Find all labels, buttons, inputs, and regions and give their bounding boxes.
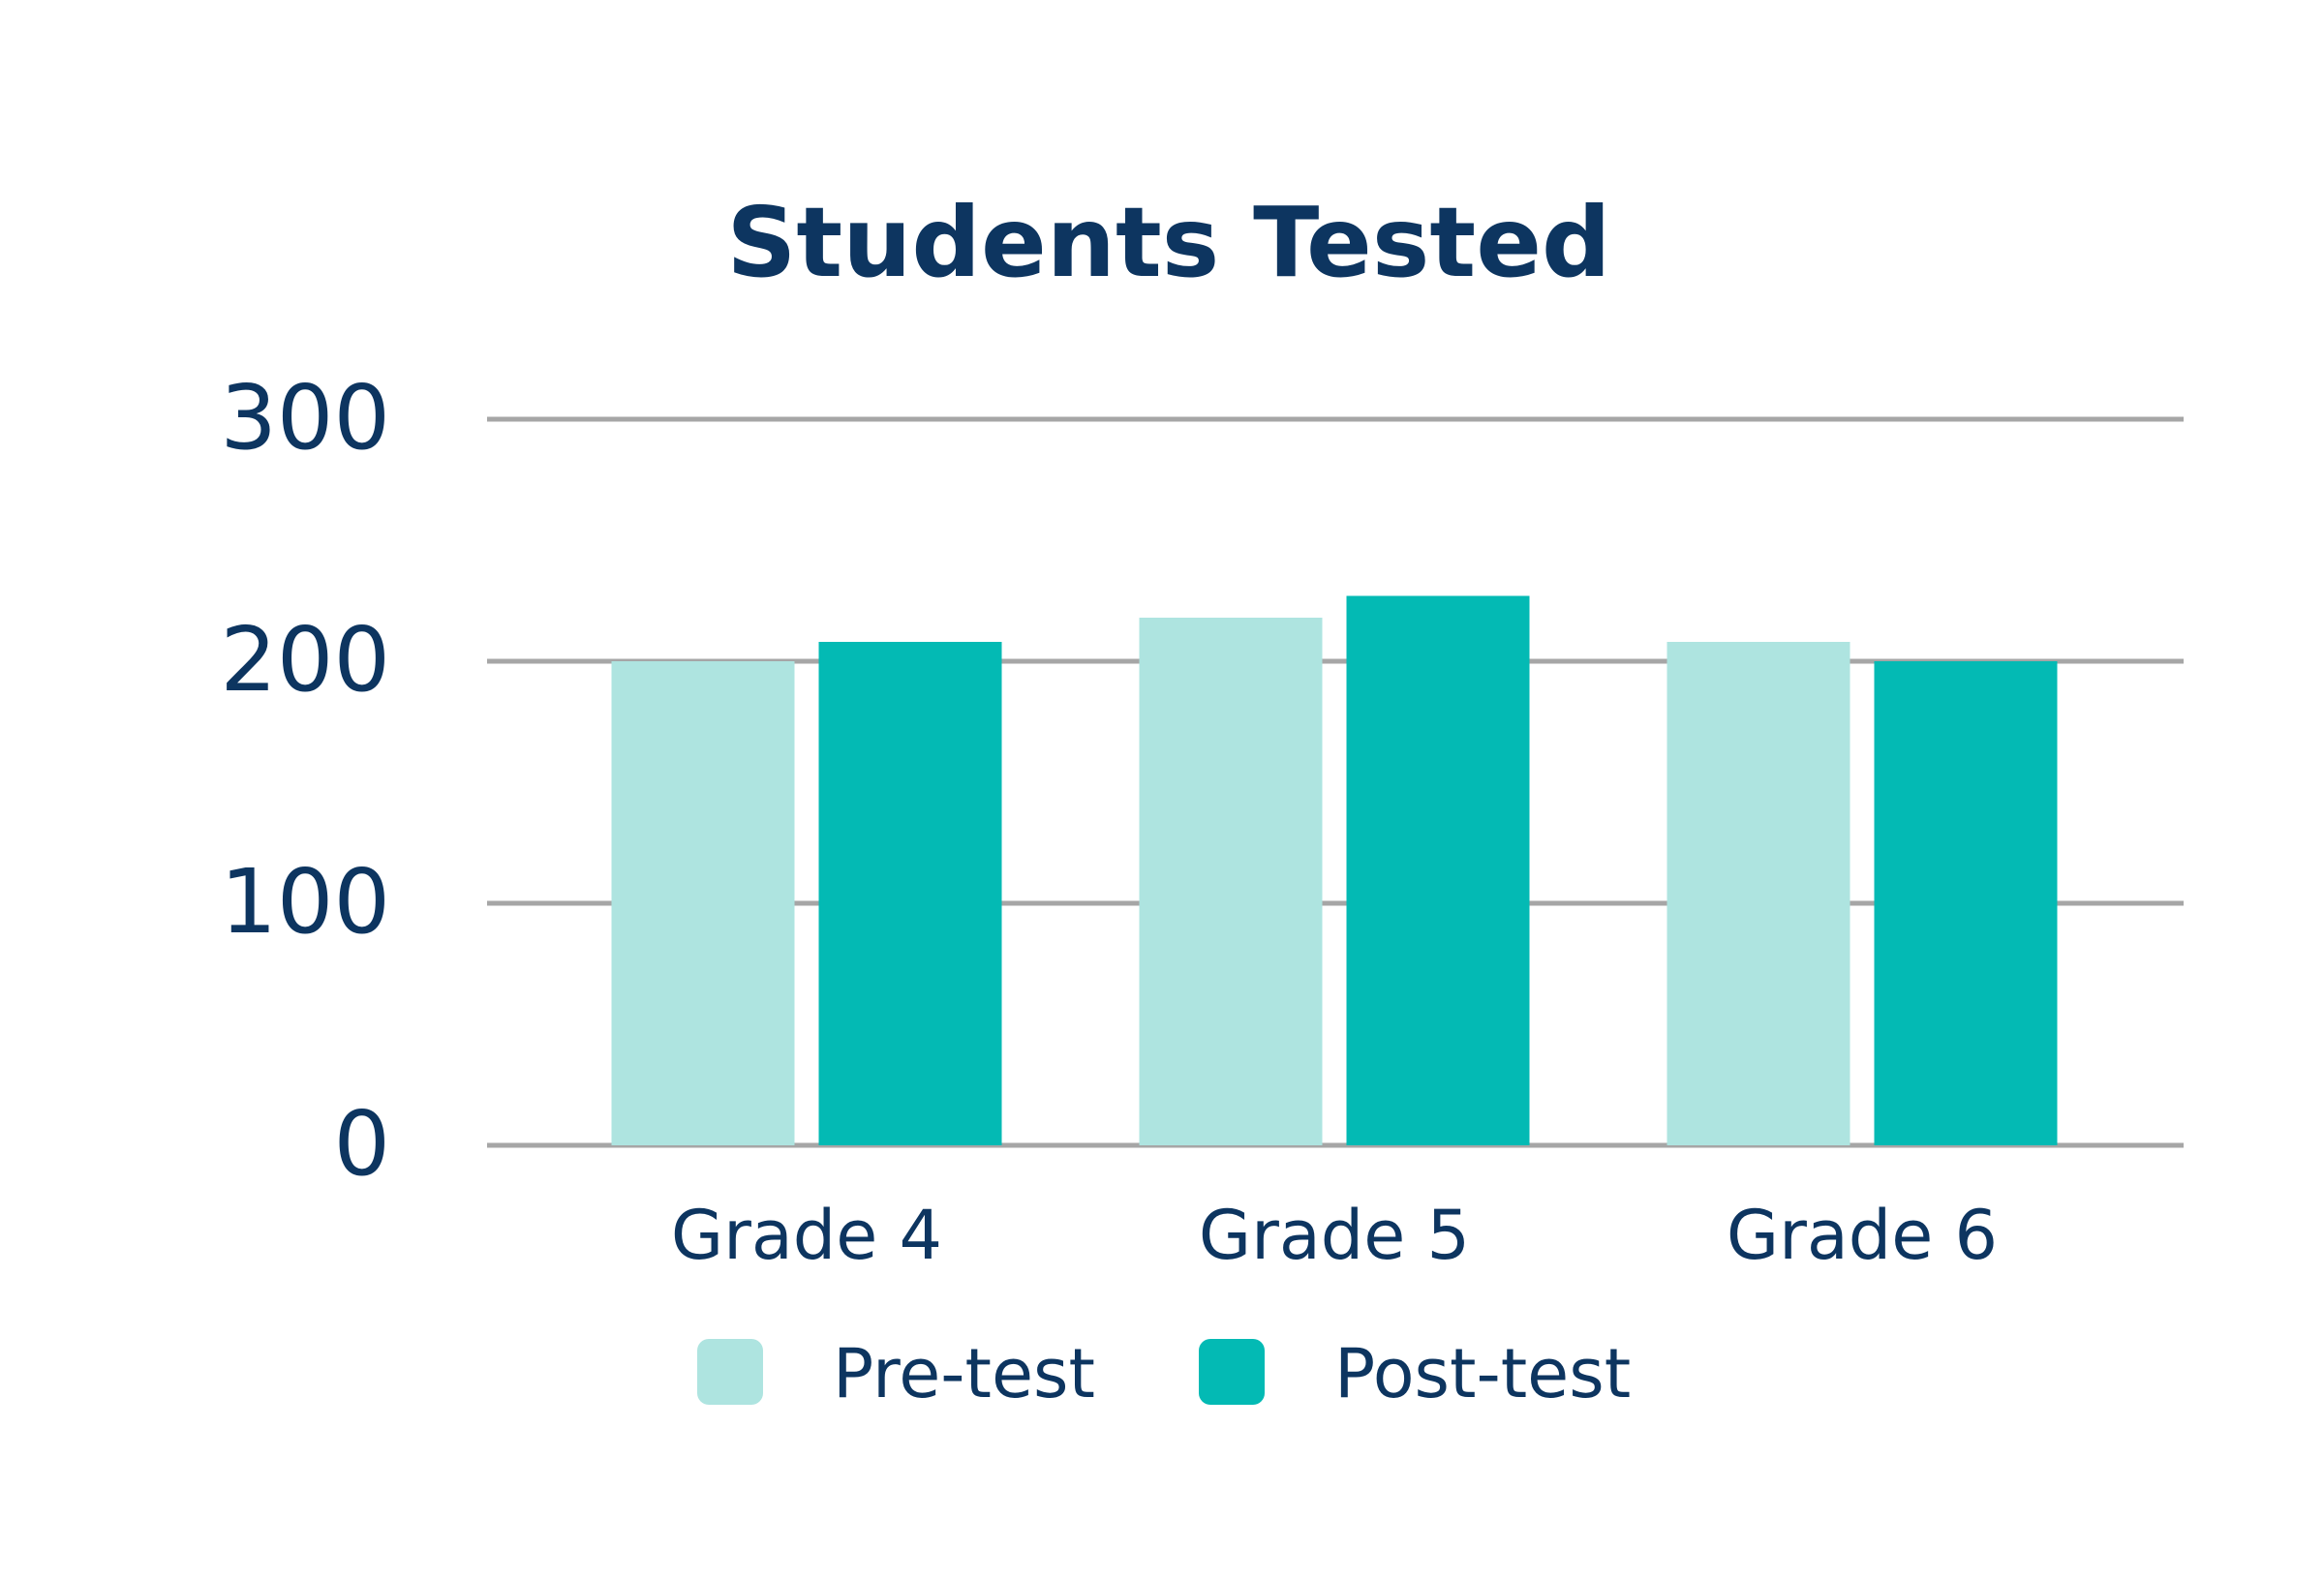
y-tick-label: 0 bbox=[333, 1092, 390, 1196]
bars bbox=[611, 595, 2058, 1145]
legend: Pre-test Post-test bbox=[697, 1334, 1631, 1413]
x-tick-label: Grade 6 bbox=[1727, 1196, 1998, 1275]
y-tick-label: 200 bbox=[220, 608, 390, 712]
bar-post-test-grade-4 bbox=[818, 642, 1002, 1145]
y-tick-label: 100 bbox=[220, 850, 390, 954]
bar-post-test-grade-6 bbox=[1874, 661, 2058, 1145]
bar-pre-test-grade-6 bbox=[1667, 642, 1850, 1145]
legend-label: Pre-test bbox=[833, 1334, 1095, 1413]
legend-label: Post-test bbox=[1334, 1334, 1631, 1413]
bar-pre-test-grade-4 bbox=[611, 661, 795, 1145]
y-axis-tick-labels: 0 100 200 300 bbox=[220, 366, 390, 1196]
legend-swatch-post-test bbox=[1199, 1339, 1265, 1405]
x-tick-label: Grade 5 bbox=[1199, 1196, 1470, 1275]
x-tick-label: Grade 4 bbox=[671, 1196, 942, 1275]
chart-title: Students Tested bbox=[726, 186, 1610, 299]
bar-post-test-grade-5 bbox=[1346, 595, 1530, 1145]
x-axis-tick-labels: Grade 4 Grade 5 Grade 6 bbox=[671, 1196, 1998, 1275]
legend-swatch-pre-test bbox=[697, 1339, 763, 1405]
bar-pre-test-grade-5 bbox=[1139, 618, 1323, 1145]
y-tick-label: 300 bbox=[220, 366, 390, 470]
